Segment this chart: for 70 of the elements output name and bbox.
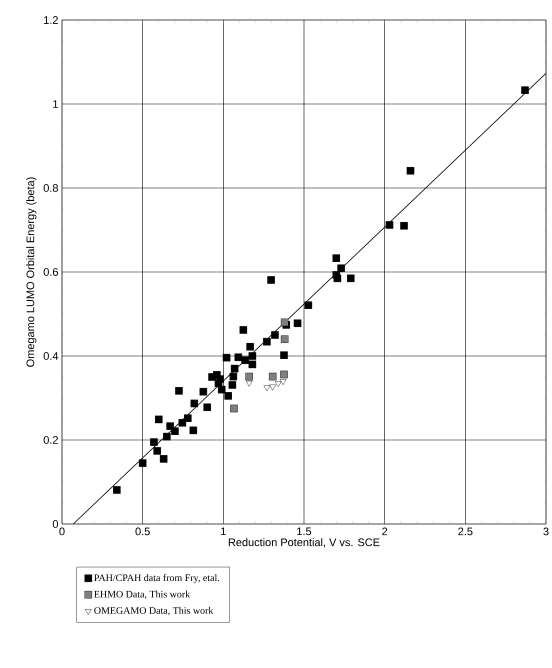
point (406, 166, 414, 175)
point (171, 427, 179, 435)
point (190, 400, 198, 408)
y-tick-label: 0.2 (44, 436, 58, 444)
x-tick-label: 2 (382, 528, 388, 536)
point (248, 352, 256, 360)
point (386, 221, 394, 229)
point (224, 392, 232, 400)
point (400, 222, 408, 230)
point (218, 386, 226, 394)
y-tick-label: 0.6 (44, 268, 58, 276)
point (230, 364, 238, 372)
point (267, 276, 275, 284)
point (294, 319, 302, 328)
point (280, 379, 286, 385)
point (175, 387, 183, 395)
y-axis-title: Omegamo LUMO Orbital Energy (beta) (26, 177, 36, 367)
x-tick-label: 2.5 (458, 528, 472, 536)
y-tick-label: 1.2 (44, 16, 58, 24)
point (521, 86, 529, 94)
point (264, 386, 270, 392)
point (222, 354, 230, 362)
point (271, 331, 279, 339)
x-axis-title: Reduction Potential, V vs. SCE (228, 538, 380, 548)
point (163, 432, 171, 440)
point (138, 459, 146, 467)
point (280, 318, 288, 326)
point (269, 384, 276, 390)
point (153, 447, 161, 455)
x-tick-label: 3 (543, 528, 549, 536)
legend-label: OMEGAMO Data, This work (94, 606, 214, 616)
point (228, 381, 236, 389)
point (150, 438, 158, 446)
legend-label: PAH/CPAH data from Fry, etal. (94, 574, 220, 584)
x-tick-label: 0 (59, 528, 65, 536)
legend-label: EHMO Data, This work (94, 590, 190, 599)
point (332, 254, 340, 262)
point (203, 403, 211, 412)
point (113, 486, 121, 494)
y-tick-label: 0.4 (44, 352, 58, 360)
point (304, 301, 312, 309)
point (280, 335, 288, 343)
point (160, 455, 168, 463)
point (337, 264, 345, 272)
y-tick-label: 0 (52, 520, 58, 528)
y-tick-label: 0.8 (44, 184, 58, 192)
point (241, 356, 249, 364)
point (190, 426, 198, 434)
point (234, 353, 242, 362)
x-tick-label: 1.5 (297, 528, 312, 536)
point (230, 404, 238, 412)
point (200, 388, 208, 396)
point (334, 274, 342, 282)
point (184, 414, 192, 422)
point (268, 372, 276, 380)
point (246, 342, 254, 351)
x-tick-label: 0.5 (135, 528, 150, 536)
point (280, 370, 288, 378)
point (246, 380, 252, 387)
point (155, 416, 163, 424)
point (263, 338, 271, 346)
point (245, 372, 253, 380)
point (280, 351, 288, 359)
point (240, 326, 248, 334)
y-tick-label: 1 (53, 100, 58, 108)
point (248, 360, 256, 368)
x-tick-label: 1 (221, 528, 226, 536)
point (347, 274, 355, 282)
point (274, 381, 282, 388)
point (230, 372, 238, 380)
